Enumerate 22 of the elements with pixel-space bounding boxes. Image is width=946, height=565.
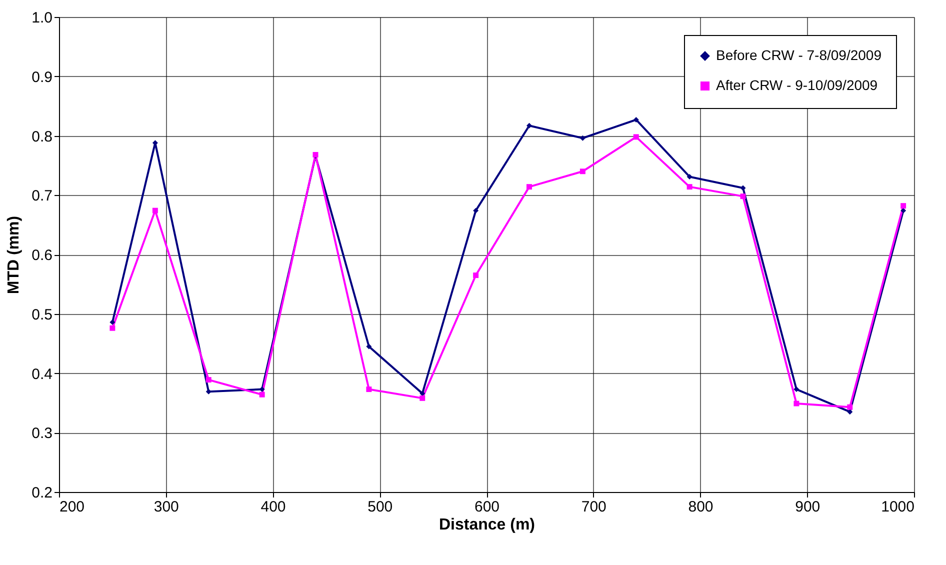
y-tick-label: 1.0 [32, 10, 52, 26]
x-tick-label: 1000 [881, 498, 914, 516]
y-axis-title: MTD (mm) [6, 216, 23, 294]
x-tick-label: 900 [795, 498, 820, 516]
x-tick-label: 600 [474, 498, 500, 516]
y-tick-label: 0.8 [32, 128, 52, 146]
x-tick-label: 400 [260, 498, 286, 516]
legend-label: Before CRW - 7-8/09/2009 [716, 47, 882, 63]
x-tick-label: 700 [581, 498, 606, 516]
y-tick-label: 0.9 [32, 68, 52, 86]
y-tick-label: 0.7 [32, 188, 52, 205]
x-tick-label: 500 [368, 498, 393, 516]
x-tick-label: 300 [154, 498, 179, 516]
x-axis-title: Distance (m) [438, 516, 536, 534]
y-tick-label: 0.6 [32, 247, 52, 264]
y-tick-label: 0.2 [32, 484, 52, 502]
x-tick-label: 200 [60, 498, 85, 516]
legend-label: After CRW - 9-10/09/2009 [716, 77, 878, 93]
x-tick-label: 800 [688, 498, 714, 516]
y-tick-label: 0.3 [32, 425, 52, 442]
y-tick-label: 0.5 [32, 306, 52, 324]
y-tick-label: 0.4 [32, 366, 52, 383]
